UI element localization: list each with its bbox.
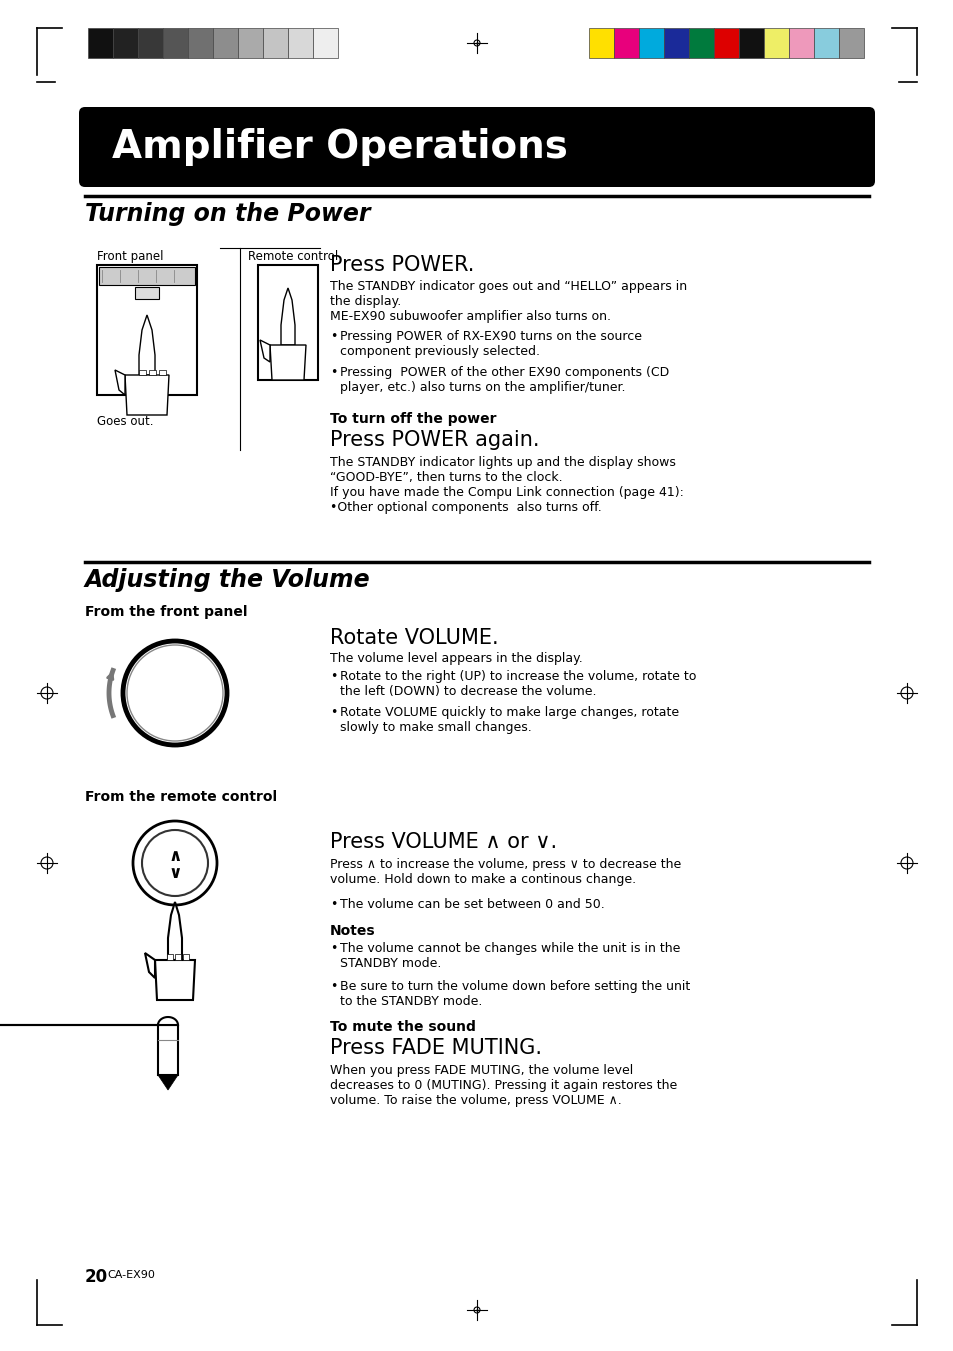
Bar <box>663 28 688 58</box>
Bar <box>135 286 159 299</box>
Polygon shape <box>158 1025 178 1075</box>
Bar <box>713 28 739 58</box>
Circle shape <box>123 640 227 744</box>
Polygon shape <box>270 345 306 380</box>
Circle shape <box>142 830 208 896</box>
Text: Press VOLUME ∧ or ∨.: Press VOLUME ∧ or ∨. <box>330 832 557 852</box>
Circle shape <box>474 41 479 46</box>
Text: To turn off the power: To turn off the power <box>330 412 496 426</box>
Text: Rotate to the right (UP) to increase the volume, rotate to
the left (DOWN) to de: Rotate to the right (UP) to increase the… <box>339 670 696 698</box>
Text: The STANDBY indicator lights up and the display shows
“GOOD-BYE”, then turns to : The STANDBY indicator lights up and the … <box>330 457 683 513</box>
Text: From the front panel: From the front panel <box>85 605 247 619</box>
Text: CA-EX90: CA-EX90 <box>107 1270 154 1279</box>
Bar <box>138 28 163 58</box>
Bar <box>838 28 863 58</box>
Bar <box>763 28 788 58</box>
Bar <box>112 28 138 58</box>
Text: Pressing POWER of RX-EX90 turns on the source
component previously selected.: Pressing POWER of RX-EX90 turns on the s… <box>339 330 641 358</box>
Text: Rotate VOLUME.: Rotate VOLUME. <box>330 628 498 648</box>
Bar <box>263 28 288 58</box>
Text: The STANDBY indicator goes out and “HELLO” appears in
the display.
ME-EX90 subuw: The STANDBY indicator goes out and “HELL… <box>330 280 686 323</box>
Text: To mute the sound: To mute the sound <box>330 1020 476 1034</box>
Text: •: • <box>330 942 337 955</box>
Bar <box>313 28 337 58</box>
Text: •: • <box>330 366 337 380</box>
Text: When you press FADE MUTING, the volume level
decreases to 0 (MUTING). Pressing i: When you press FADE MUTING, the volume l… <box>330 1065 677 1106</box>
Text: Press FADE MUTING.: Press FADE MUTING. <box>330 1038 541 1058</box>
Bar <box>213 28 237 58</box>
Polygon shape <box>174 954 181 961</box>
Text: The volume cannot be changes while the unit is in the
STANDBY mode.: The volume cannot be changes while the u… <box>339 942 679 970</box>
Bar <box>688 28 713 58</box>
Circle shape <box>41 857 53 869</box>
Text: 20: 20 <box>85 1269 108 1286</box>
Text: Pressing  POWER of the other EX90 components (CD
player, etc.) also turns on the: Pressing POWER of the other EX90 compone… <box>339 366 669 394</box>
Text: •: • <box>330 898 337 911</box>
Polygon shape <box>125 376 169 415</box>
Bar <box>97 265 196 394</box>
Text: Press POWER.: Press POWER. <box>330 255 474 276</box>
Text: Be sure to turn the volume down before setting the unit
to the STANDBY mode.: Be sure to turn the volume down before s… <box>339 979 690 1008</box>
FancyBboxPatch shape <box>79 107 874 186</box>
Bar <box>588 28 614 58</box>
Bar <box>788 28 813 58</box>
Text: Notes: Notes <box>330 924 375 938</box>
Text: •: • <box>330 670 337 684</box>
Text: •: • <box>330 330 337 343</box>
Polygon shape <box>115 370 125 394</box>
Circle shape <box>41 688 53 698</box>
Bar <box>188 28 213 58</box>
Polygon shape <box>0 1017 178 1025</box>
Text: ∨: ∨ <box>168 865 182 882</box>
Circle shape <box>900 857 912 869</box>
Circle shape <box>127 644 223 740</box>
Text: Front panel: Front panel <box>97 250 163 263</box>
Polygon shape <box>183 954 189 961</box>
Bar <box>257 265 317 380</box>
Text: Press ∧ to increase the volume, press ∨ to decrease the
volume. Hold down to mak: Press ∧ to increase the volume, press ∨ … <box>330 858 680 886</box>
Text: Turning on the Power: Turning on the Power <box>85 203 370 226</box>
Circle shape <box>474 1306 479 1313</box>
Polygon shape <box>154 961 194 1000</box>
Polygon shape <box>260 340 270 362</box>
Circle shape <box>132 821 216 905</box>
Text: •: • <box>330 979 337 993</box>
Circle shape <box>132 651 216 735</box>
Polygon shape <box>159 370 166 376</box>
Bar <box>163 28 188 58</box>
Polygon shape <box>281 288 294 345</box>
Text: Rotate VOLUME quickly to make large changes, rotate
slowly to make small changes: Rotate VOLUME quickly to make large chan… <box>339 707 679 734</box>
Bar <box>739 28 763 58</box>
Text: Remote control: Remote control <box>248 250 338 263</box>
Polygon shape <box>139 315 154 376</box>
Text: The volume can be set between 0 and 50.: The volume can be set between 0 and 50. <box>339 898 604 911</box>
Text: •: • <box>330 707 337 719</box>
Bar <box>614 28 639 58</box>
Polygon shape <box>168 902 182 961</box>
Bar <box>639 28 663 58</box>
Bar <box>237 28 263 58</box>
Bar <box>88 28 112 58</box>
Bar <box>288 28 313 58</box>
Polygon shape <box>158 1075 178 1090</box>
Text: Goes out.: Goes out. <box>97 415 153 428</box>
Text: Adjusting the Volume: Adjusting the Volume <box>85 567 370 592</box>
Text: The volume level appears in the display.: The volume level appears in the display. <box>330 653 582 665</box>
Circle shape <box>900 688 912 698</box>
Text: From the remote control: From the remote control <box>85 790 276 804</box>
Bar <box>99 267 194 285</box>
Polygon shape <box>145 952 154 978</box>
Text: Press POWER again.: Press POWER again. <box>330 430 539 450</box>
Bar <box>275 277 299 297</box>
Polygon shape <box>167 954 172 961</box>
Polygon shape <box>139 370 146 376</box>
Text: Amplifier Operations: Amplifier Operations <box>112 128 567 166</box>
Text: ∧: ∧ <box>168 847 182 865</box>
Bar <box>813 28 838 58</box>
Polygon shape <box>149 370 156 376</box>
